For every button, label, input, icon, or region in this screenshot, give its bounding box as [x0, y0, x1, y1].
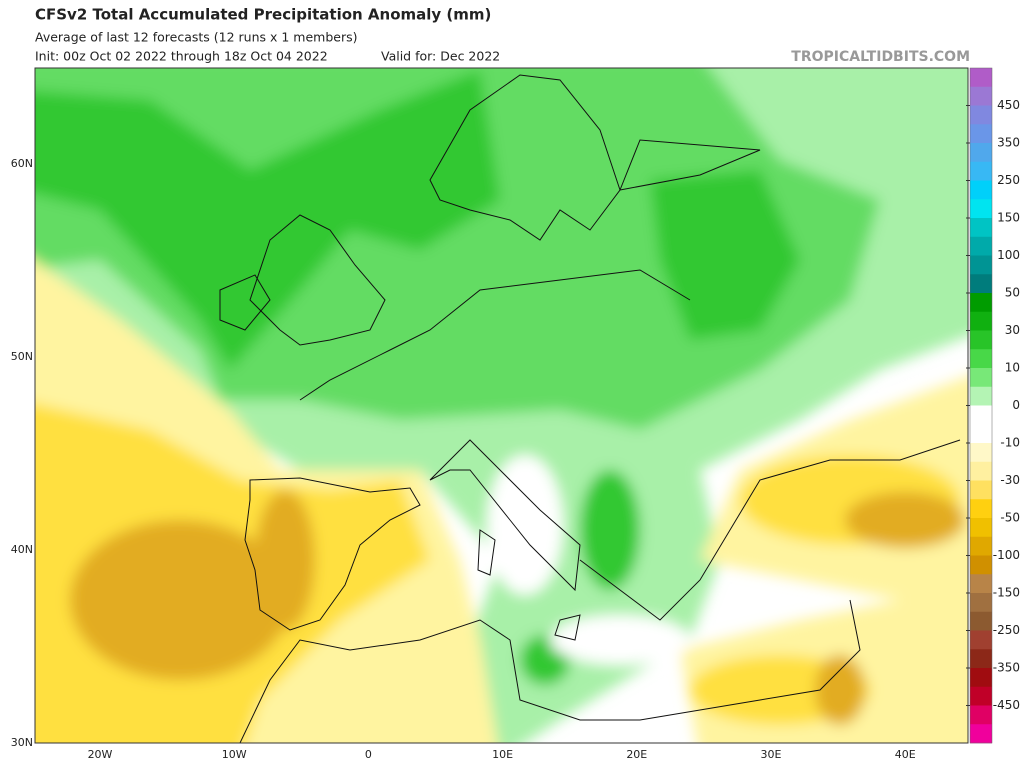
- colorbar-label: 250: [997, 173, 1020, 187]
- colorbar-segment: [970, 480, 992, 500]
- colorbar-label: 10: [1005, 361, 1020, 375]
- colorbar-segment: [970, 349, 992, 369]
- colorbar-segment: [970, 424, 992, 444]
- colorbar-segment: [970, 593, 992, 613]
- colorbar-segment: [970, 611, 992, 631]
- colorbar-segment: [970, 499, 992, 519]
- axis-labels: 60N 50N 40N 30N 20W 10W 0 10E 20E 30E 40E: [11, 157, 916, 761]
- colorbar-segment: [970, 405, 992, 425]
- lon-label: 10E: [492, 748, 513, 761]
- lat-label: 30N: [11, 736, 33, 749]
- colorbar-segment: [970, 630, 992, 650]
- colorbar-segment: [970, 274, 992, 294]
- colorbar-segment: [970, 555, 992, 575]
- colorbar-label: 30: [1005, 323, 1020, 337]
- lon-label: 10W: [222, 748, 247, 761]
- colorbar-segment: [970, 180, 992, 200]
- lon-label: 30E: [761, 748, 782, 761]
- title: CFSv2 Total Accumulated Precipitation An…: [35, 6, 491, 24]
- init-time: Init: 00z Oct 02 2022 through 18z Oct 04…: [35, 49, 328, 64]
- colorbar-label: -100: [993, 548, 1020, 562]
- colorbar-segment: [970, 443, 992, 463]
- lat-label: 50N: [11, 350, 33, 363]
- colorbar-label: 350: [997, 136, 1020, 150]
- colorbar-segment: [970, 236, 992, 256]
- colorbar-label: -250: [993, 623, 1020, 637]
- subtitle: Average of last 12 forecasts (12 runs x …: [35, 30, 357, 45]
- colorbar-segment: [970, 218, 992, 238]
- colorbar-label: 100: [997, 248, 1020, 262]
- colorbar-segment: [970, 536, 992, 556]
- colorbar-label: -350: [993, 661, 1020, 675]
- colorbar-segment: [970, 143, 992, 163]
- lon-label: 20E: [626, 748, 647, 761]
- colorbar-segment: [970, 574, 992, 594]
- colorbar-segment: [970, 705, 992, 725]
- colorbar-segment: [970, 461, 992, 481]
- colorbar-segment: [970, 199, 992, 219]
- lat-label: 40N: [11, 543, 33, 556]
- source: TROPICALTIDBITS.COM: [791, 49, 970, 65]
- colorbar-label: -450: [993, 698, 1020, 712]
- colorbar-segment: [970, 518, 992, 538]
- colorbar: 4503502501501005030100-10-30-50-100-150-…: [966, 67, 1020, 744]
- colorbar-segment: [970, 330, 992, 350]
- colorbar-segment: [970, 311, 992, 331]
- colorbar-segment: [970, 386, 992, 406]
- valid-time: Valid for: Dec 2022: [381, 49, 500, 64]
- lon-label: 0: [365, 748, 372, 761]
- colorbar-label: -30: [1000, 473, 1020, 487]
- colorbar-label: -50: [1000, 511, 1020, 525]
- colorbar-label: 0: [1012, 398, 1020, 412]
- colorbar-segment: [970, 686, 992, 706]
- colorbar-label: 150: [997, 211, 1020, 225]
- lon-label: 40E: [895, 748, 916, 761]
- colorbar-label: 450: [997, 98, 1020, 112]
- colorbar-segment: [970, 161, 992, 181]
- colorbar-label: 50: [1005, 286, 1020, 300]
- colorbar-segment: [970, 105, 992, 125]
- lat-label: 60N: [11, 157, 33, 170]
- colorbar-segment: [970, 368, 992, 388]
- colorbar-label: -10: [1000, 436, 1020, 450]
- colorbar-segment: [970, 724, 992, 744]
- colorbar-label: -150: [993, 586, 1020, 600]
- coastlines: [219, 74, 961, 743]
- colorbar-segment: [970, 668, 992, 688]
- map: [35, 68, 968, 743]
- colorbar-segment: [970, 293, 992, 313]
- lon-label: 20W: [88, 748, 113, 761]
- colorbar-segment: [970, 68, 992, 88]
- colorbar-segment: [970, 649, 992, 669]
- colorbar-segment: [970, 124, 992, 144]
- colorbar-segment: [970, 255, 992, 275]
- colorbar-segment: [970, 86, 992, 106]
